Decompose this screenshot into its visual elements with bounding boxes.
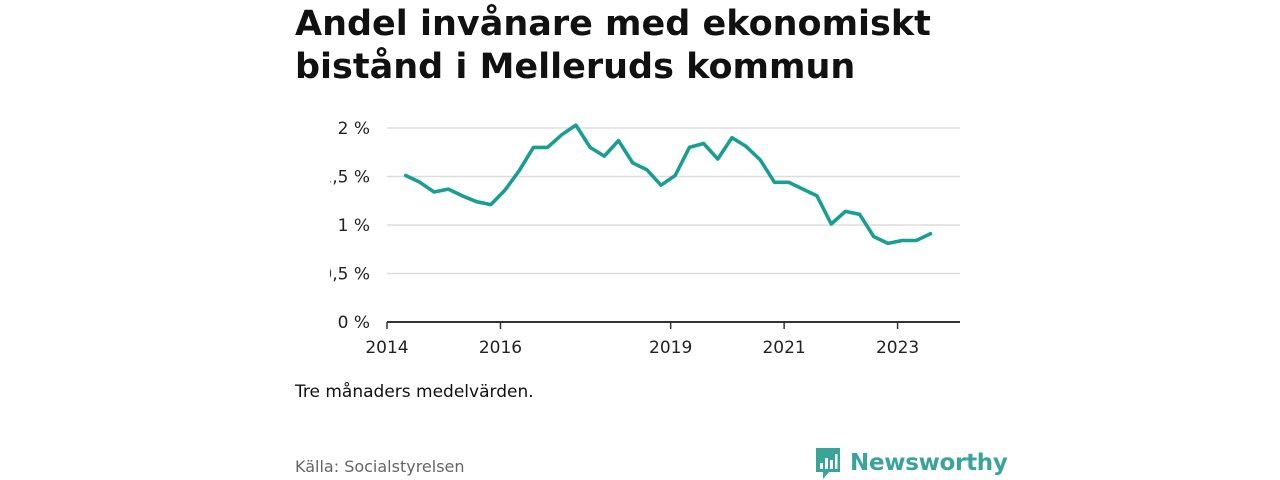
x-tick-label: 2014 [365, 338, 408, 358]
brand-name: Newsworthy [850, 450, 1008, 476]
y-tick-label: 1 % [338, 216, 370, 236]
x-tick-label: 2019 [649, 338, 692, 358]
y-tick-label: 1,5 % [330, 168, 370, 188]
x-tick-label: 2023 [876, 338, 919, 358]
chart-title: Andel invånare med ekonomiskt bistånd i … [295, 4, 931, 87]
newsworthy-logo: Newsworthy [814, 446, 1008, 480]
line-chart: 0 % 0,5 % 1 % 1,5 % 2 % 2014 2016 2019 2021 2023 [330, 119, 960, 358]
x-axis-labels: 2014 2016 2019 2021 2023 [365, 338, 919, 358]
source-text: Källa: Socialstyrelsen [295, 457, 465, 476]
x-tick-label: 2021 [762, 338, 805, 358]
x-tick-label: 2016 [479, 338, 522, 358]
y-tick-label: 2 % [338, 119, 370, 139]
x-axis-ticks [386, 322, 899, 329]
chart-note: Tre månaders medelvärden. [295, 382, 534, 402]
y-axis-labels: 0 % 0,5 % 1 % 1,5 % 2 % [330, 119, 370, 333]
y-tick-label: 0 % [338, 313, 370, 333]
newsworthy-icon [816, 448, 840, 479]
y-tick-label: 0,5 % [330, 265, 370, 285]
series-line [403, 123, 933, 246]
